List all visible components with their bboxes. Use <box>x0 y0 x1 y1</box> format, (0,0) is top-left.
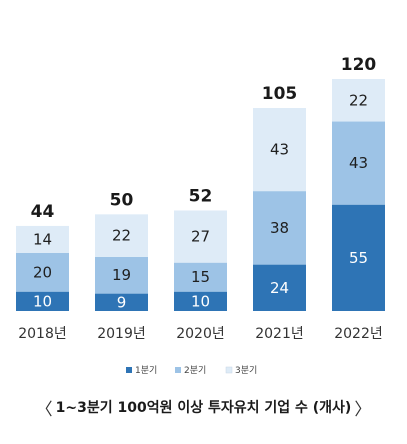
total-label: 50 <box>110 190 134 210</box>
x-tick-label: 2018년 <box>18 326 67 342</box>
data-label: 22 <box>349 91 368 109</box>
bar-segment-q3 <box>95 214 148 257</box>
bar-segment-q2 <box>16 253 69 292</box>
data-label: 10 <box>191 292 210 310</box>
bar-segment-q2 <box>253 191 306 265</box>
data-label: 20 <box>33 263 52 281</box>
bar-segment-q1 <box>174 291 227 311</box>
data-label: 10 <box>33 292 52 310</box>
bar-segment-q2 <box>174 262 227 292</box>
chart-title: 1~3분기 100억원 이상 투자유치 기업 수 (개사) <box>55 400 352 416</box>
bar-segment-q3 <box>332 79 385 122</box>
data-label: 14 <box>33 230 52 248</box>
data-label: 27 <box>191 228 210 246</box>
stacked-bar-chart: 10 20 14 44 2018년 9 19 22 50 2019년 10 15 27 52 2020년 24… <box>16 55 385 376</box>
x-tick-label: 2019년 <box>97 326 146 342</box>
x-tick-label: 2020년 <box>176 326 225 342</box>
data-label: 43 <box>349 154 368 172</box>
bar-segment-q1 <box>332 204 385 311</box>
legend-label: 3분기 <box>235 365 257 376</box>
legend-label: 2분기 <box>184 365 206 376</box>
bar-segment-q1 <box>95 293 148 311</box>
caption-close-bracket: 〉 <box>354 399 372 420</box>
total-label: 52 <box>189 186 213 206</box>
bar-segment-q3 <box>16 225 69 253</box>
data-label: 15 <box>191 268 210 286</box>
total-label: 105 <box>262 84 298 104</box>
legend-swatch <box>175 367 181 373</box>
data-label: 43 <box>270 141 289 159</box>
legend-label: 1분기 <box>135 365 157 376</box>
x-tick-label: 2022년 <box>334 326 383 342</box>
chart-caption: 〈 1~3분기 100억원 이상 투자유치 기업 수 (개사) 〉 <box>0 390 407 424</box>
bar-segment-q3 <box>174 210 227 263</box>
data-label: 19 <box>112 266 131 284</box>
data-label: 9 <box>117 293 127 311</box>
total-label: 120 <box>341 55 377 75</box>
legend-swatch <box>225 366 233 374</box>
x-tick-label: 2021년 <box>255 326 304 342</box>
caption-open-bracket: 〈 <box>35 399 53 420</box>
data-label: 38 <box>270 219 289 237</box>
bar-segment-q3 <box>253 108 306 192</box>
legend-swatch <box>126 367 132 373</box>
data-label: 24 <box>270 279 289 297</box>
data-label: 55 <box>349 249 368 267</box>
bar-segment-q1 <box>16 291 69 311</box>
bar-segment-q2 <box>332 121 385 205</box>
bar-segment-q1 <box>253 264 306 311</box>
data-label: 22 <box>112 227 131 245</box>
bar-segment-q2 <box>95 256 148 294</box>
total-label: 44 <box>31 202 55 222</box>
